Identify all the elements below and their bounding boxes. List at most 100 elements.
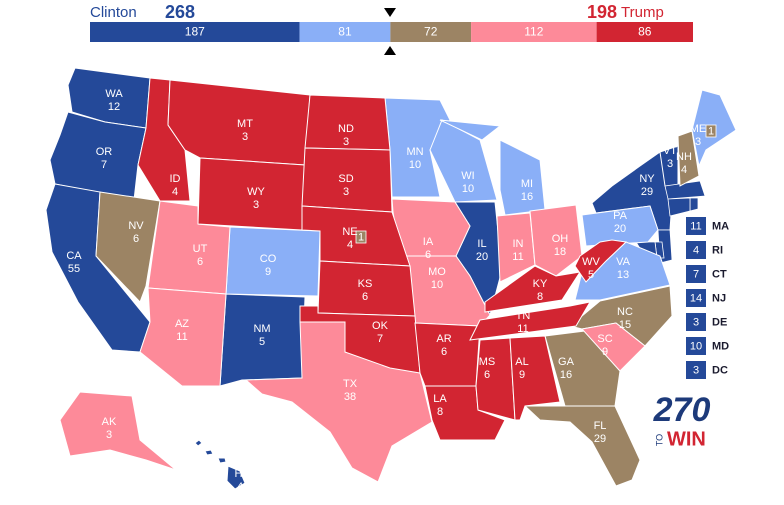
state [194, 439, 246, 490]
state-abbr: TX [343, 378, 358, 390]
state-abbr: ID [170, 173, 181, 185]
state-abbr: IA [423, 236, 434, 248]
state-votes: 3 [343, 186, 349, 198]
bar-label: 72 [424, 25, 438, 39]
state-abbr: MS [479, 356, 496, 368]
state-votes: 9 [265, 266, 271, 278]
state-abbr: AZ [175, 318, 189, 330]
state-votes: 4 [681, 164, 687, 176]
state-votes: 3 [242, 131, 248, 143]
small-state-votes: 3 [693, 364, 699, 376]
state-abbr: SD [338, 173, 353, 185]
state-votes: 38 [344, 391, 356, 403]
state-votes: 5 [588, 269, 594, 281]
state-votes: 16 [560, 369, 572, 381]
state-votes: 6 [133, 233, 139, 245]
logo-to: TO [654, 434, 664, 446]
state [469, 301, 591, 341]
state [475, 337, 516, 421]
logo-win: WIN [667, 428, 706, 450]
state [139, 287, 227, 387]
small-state-votes: 10 [690, 340, 702, 352]
state-abbr: WI [461, 170, 474, 182]
small-state-votes: 14 [690, 292, 702, 304]
state-abbr: AK [102, 416, 117, 428]
state-abbr: TN [516, 310, 531, 322]
state-votes: 7 [377, 333, 383, 345]
small-state-abbr: DC [712, 364, 728, 376]
state-abbr: OH [552, 233, 569, 245]
state [439, 119, 546, 216]
state-votes: 20 [476, 251, 488, 263]
state-abbr: NV [128, 220, 144, 232]
bar-segment [390, 22, 472, 42]
state-abbr: KS [358, 278, 373, 290]
state [529, 204, 583, 277]
state-votes: 6 [197, 256, 203, 268]
state [677, 130, 700, 187]
left-total: 268 [165, 2, 195, 22]
state-votes: 8 [437, 406, 443, 418]
small-state-abbr: MA [712, 220, 729, 232]
bar-label: 81 [338, 25, 352, 39]
state-votes: 6 [441, 346, 447, 358]
state-votes: 7 [101, 159, 107, 171]
bar-label: 112 [524, 25, 543, 39]
state-abbr: MT [237, 118, 253, 130]
logo: 270 TO WIN [653, 391, 711, 450]
bar-segment [299, 22, 391, 42]
small-state-box [686, 337, 706, 355]
small-state-votes: 3 [693, 316, 699, 328]
state-votes: 9 [602, 346, 608, 358]
district-box [355, 230, 367, 244]
state-abbr: LA [433, 393, 447, 405]
state-abbr: CO [260, 253, 277, 265]
state [523, 405, 641, 487]
bar-segment [471, 22, 597, 42]
state-abbr: NM [253, 323, 270, 335]
small-state-votes: 11 [690, 220, 701, 232]
state-votes: 55 [68, 263, 80, 275]
district-box [705, 124, 717, 138]
state [95, 191, 161, 303]
state-votes: 20 [614, 223, 626, 235]
state-abbr: OK [372, 320, 389, 332]
bar-segment [596, 22, 693, 42]
state-votes: 9 [519, 369, 525, 381]
small-state-abbr: NJ [712, 292, 726, 304]
small-state-box [686, 361, 706, 379]
bar-label: 86 [638, 25, 652, 39]
small-state-box [686, 313, 706, 331]
district-votes: 1 [358, 231, 364, 243]
state-votes: 6 [425, 249, 431, 261]
bar-segment [90, 22, 300, 42]
state-abbr: WA [105, 88, 123, 100]
small-state-box [686, 241, 706, 259]
logo-number: 270 [653, 391, 711, 429]
small-state-abbr: DE [712, 316, 727, 328]
state-abbr: ND [338, 123, 354, 135]
state-votes: 10 [462, 183, 474, 195]
state-votes: 4 [347, 239, 353, 251]
state-abbr: WV [582, 256, 600, 268]
state-abbr: CA [66, 250, 82, 262]
state-votes: 29 [594, 433, 606, 445]
state-abbr: VT [663, 145, 677, 157]
state-abbr: MN [406, 146, 423, 158]
state-abbr: NH [676, 151, 692, 163]
small-state-votes: 4 [693, 244, 699, 256]
state-abbr: PA [613, 210, 628, 222]
state [574, 239, 628, 283]
small-state-abbr: MD [712, 340, 729, 352]
state-abbr: HI [235, 468, 246, 480]
state-votes: 12 [108, 101, 120, 113]
state-votes: 10 [431, 279, 443, 291]
state-votes: 4 [172, 186, 178, 198]
small-state-abbr: CT [712, 268, 727, 280]
state-votes: 15 [619, 319, 631, 331]
small-state-box [686, 289, 706, 307]
state-abbr: NY [639, 173, 655, 185]
state-votes: 16 [521, 191, 533, 203]
state-abbr: GA [558, 356, 575, 368]
